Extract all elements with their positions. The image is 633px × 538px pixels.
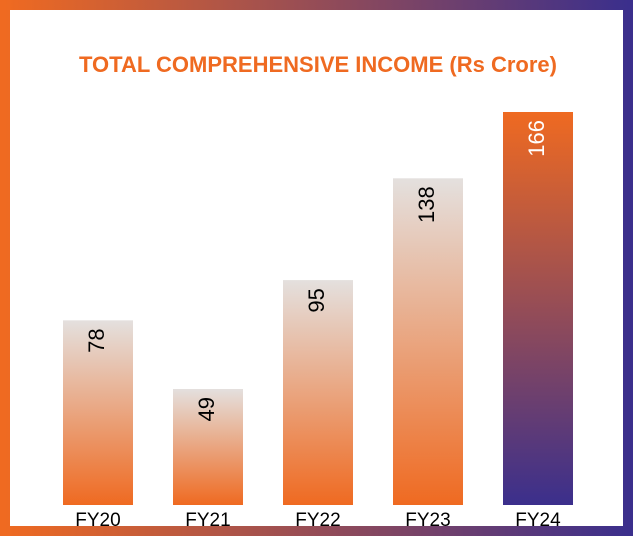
- value-label: 49: [194, 397, 219, 421]
- x-tick-label: FY24: [515, 510, 561, 531]
- value-label: 166: [524, 120, 549, 157]
- bar: [173, 388, 243, 505]
- bar: [63, 320, 133, 505]
- x-tick-label: FY23: [405, 510, 450, 531]
- bar: [393, 178, 463, 505]
- value-label: 95: [304, 288, 329, 312]
- bar: [283, 280, 353, 505]
- chart-title: TOTAL COMPREHENSIVE INCOME (Rs Crore): [79, 52, 557, 77]
- x-tick-label: FY22: [295, 510, 340, 531]
- x-tick-label: FY20: [75, 510, 120, 531]
- bar: [503, 112, 573, 505]
- value-label: 78: [84, 328, 109, 352]
- value-label: 138: [414, 186, 439, 223]
- x-tick-label: FY21: [185, 510, 230, 531]
